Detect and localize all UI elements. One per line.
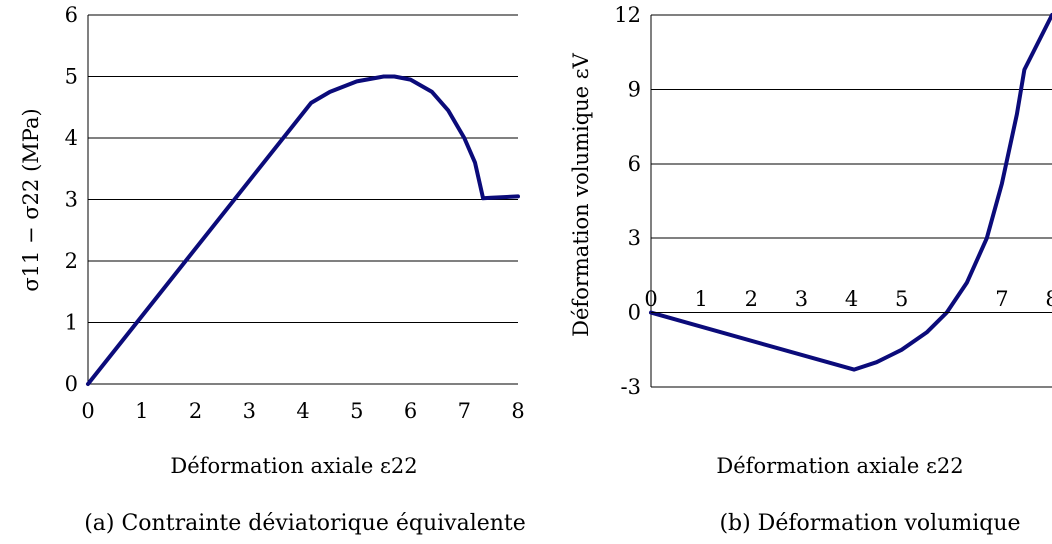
b-y-tick-label: 6 — [628, 152, 641, 176]
a-x-tick-label: 2 — [189, 399, 202, 423]
a-y-tick-labels: 0 1 2 3 4 5 6 — [65, 3, 78, 396]
a-caption: (a) Contrainte déviatorique équivalente — [84, 511, 526, 536]
a-series-line — [86, 74, 520, 386]
a-x-tick-label: 6 — [404, 399, 417, 423]
a-x-tick-label: 1 — [135, 399, 148, 423]
a-gridlines — [88, 14, 518, 323]
chart-a: 0 1 2 3 4 5 6 0 1 2 3 4 5 6 7 8 σ11 − σ22 (MPa) Déform… — [19, 3, 526, 536]
b-x-tick-label: 4 — [845, 287, 858, 311]
a-x-tick-label: 4 — [296, 399, 309, 423]
a-y-tick-label: 5 — [65, 65, 78, 89]
a-y-tick-label: 3 — [65, 188, 78, 212]
b-y-tick-label: 12 — [614, 3, 641, 27]
a-x-axis-label: Déformation axiale ε22 — [170, 454, 417, 478]
a-y-tick-label: 4 — [65, 126, 78, 150]
b-x-axis-label: Déformation axiale ε22 — [716, 454, 963, 478]
b-x-tick-label: 5 — [895, 287, 908, 311]
a-y-axis-label: σ11 − σ22 (MPa) — [19, 108, 43, 291]
b-caption: (b) Déformation volumique — [719, 511, 1020, 536]
a-y-tick-label: 0 — [65, 372, 78, 396]
a-x-tick-label: 3 — [243, 399, 256, 423]
a-x-tick-labels: 0 1 2 3 4 5 6 7 8 — [81, 399, 524, 423]
b-x-tick-labels: 0 1 2 3 4 5 7 8 — [644, 287, 1052, 311]
b-x-tick-label: 0 — [644, 287, 657, 311]
a-y-tick-label: 2 — [65, 249, 78, 273]
b-x-tick-label: 3 — [795, 287, 808, 311]
a-x-tick-label: 7 — [458, 399, 471, 423]
a-x-tick-label: 8 — [511, 399, 524, 423]
a-x-tick-label: 0 — [81, 399, 94, 423]
b-series-line — [649, 13, 1052, 372]
b-x-tick-label: 1 — [694, 287, 707, 311]
b-y-tick-label: 9 — [628, 77, 641, 101]
b-x-tick-label: 7 — [995, 287, 1008, 311]
b-x-tick-label: 8 — [1045, 287, 1052, 311]
a-x-tick-label: 5 — [350, 399, 363, 423]
a-y-tick-label: 6 — [65, 3, 78, 27]
b-y-tick-label: -3 — [621, 375, 641, 399]
b-y-axis-label: Déformation volumique εV — [569, 52, 593, 336]
b-y-tick-label: 3 — [628, 226, 641, 250]
b-x-tick-label: 2 — [745, 287, 758, 311]
b-y-tick-label: 0 — [628, 301, 641, 325]
b-y-tick-labels: -3 0 3 6 9 12 — [614, 3, 641, 399]
a-y-tick-label: 1 — [65, 311, 78, 335]
